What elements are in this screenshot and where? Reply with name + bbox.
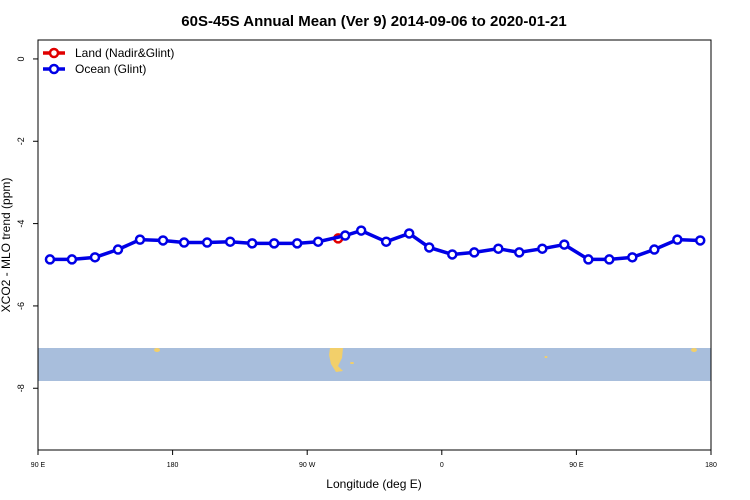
y-tick-label: 0 (16, 56, 26, 61)
point (447, 249, 458, 260)
point (694, 235, 706, 246)
x-tick-label: 0 (440, 462, 444, 469)
point (312, 236, 324, 247)
point (493, 243, 504, 254)
point (672, 234, 683, 245)
x-tick-label: 90 E (31, 462, 46, 469)
point (224, 236, 236, 247)
x-tick-label: 90 E (569, 462, 584, 469)
legend-marker (48, 47, 60, 59)
point (178, 237, 190, 248)
chart-title: 60S-45S Annual Mean (Ver 9) 2014-09-06 t… (181, 13, 566, 30)
point (44, 254, 56, 265)
y-tick-label: -8 (16, 384, 26, 392)
point (157, 235, 169, 246)
point (201, 237, 213, 248)
point (514, 247, 525, 258)
plot-frame (37, 39, 712, 451)
point (380, 236, 392, 247)
point (604, 254, 615, 265)
y-tick-label: -6 (16, 302, 26, 310)
legend-label: Land (Nadir&Glint) (75, 46, 174, 60)
legend-label: Ocean (Glint) (75, 62, 146, 76)
legend-marker (48, 63, 60, 75)
point (627, 252, 638, 263)
point (66, 254, 78, 265)
land-patches (154, 348, 697, 372)
series-line (49, 228, 701, 262)
point (339, 230, 351, 241)
point (268, 238, 280, 249)
y-axis-label: XCO2 - MLO trend (ppm) (0, 178, 13, 313)
x-tick-label: 180 (167, 462, 179, 469)
x-tick-label: 180 (705, 462, 717, 469)
map-strip (38, 348, 711, 381)
point (403, 228, 415, 239)
x-axis-label: Longitude (deg E) (326, 477, 421, 491)
point (469, 247, 480, 258)
y-tick-label: -2 (16, 137, 26, 145)
point (559, 239, 570, 250)
x-tick-label: 90 W (299, 462, 316, 469)
point (355, 225, 367, 236)
point (134, 234, 146, 245)
y-tick-label: -4 (16, 220, 26, 228)
point (112, 244, 124, 255)
point (291, 238, 303, 249)
point (649, 244, 660, 255)
point (537, 243, 548, 254)
point (423, 242, 435, 253)
point (583, 254, 594, 265)
point (89, 252, 101, 263)
point (246, 238, 258, 249)
